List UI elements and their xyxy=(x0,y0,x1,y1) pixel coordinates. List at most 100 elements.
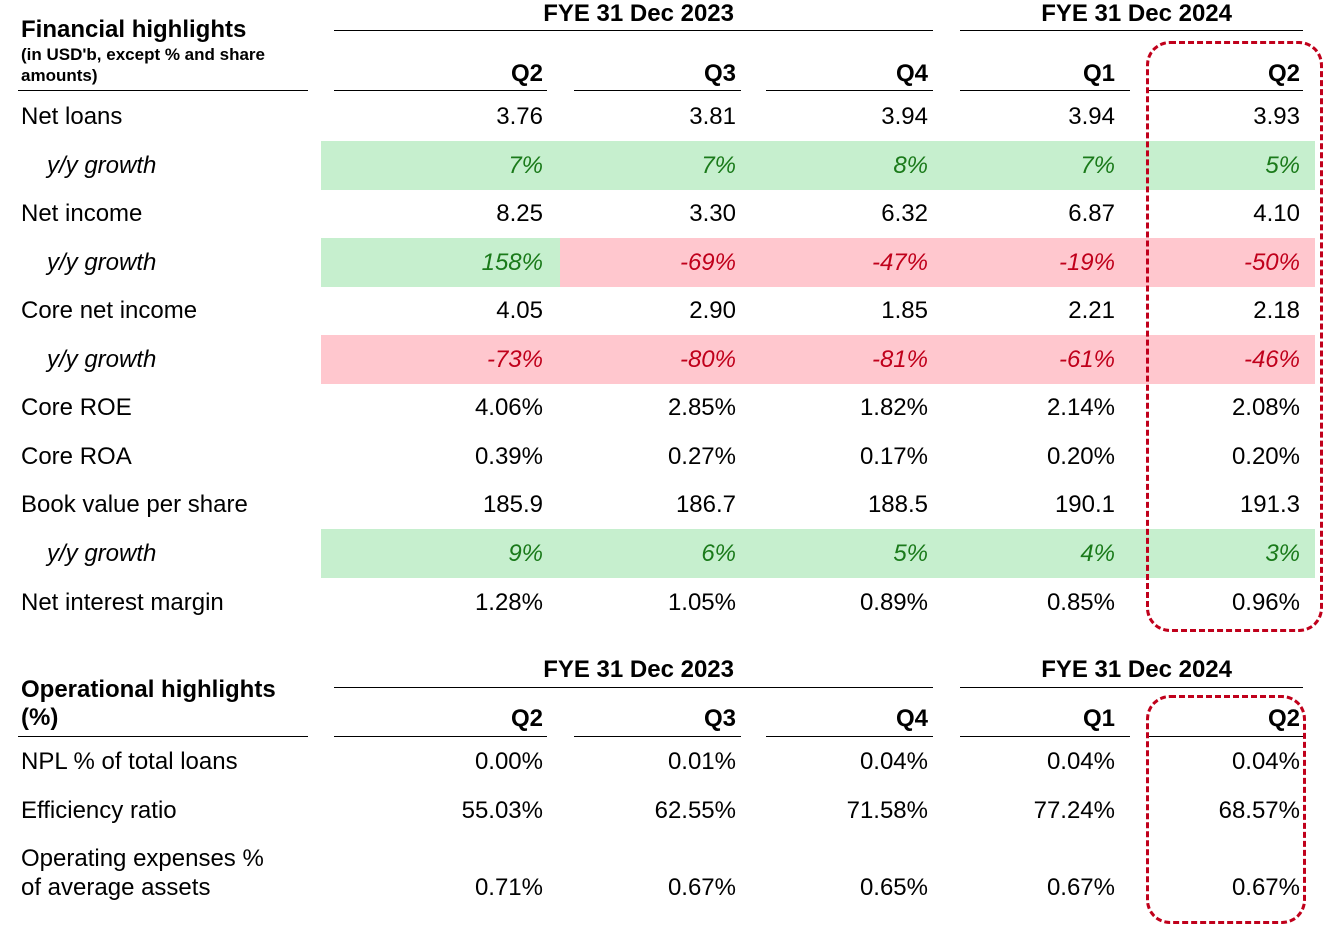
row-value: 190.1 xyxy=(1054,491,1115,518)
row-value: 0.39% xyxy=(474,443,543,470)
period-rule-2024 xyxy=(960,30,1303,31)
row-value: 4.06% xyxy=(474,394,543,421)
row-value: 3.94 xyxy=(1068,103,1115,130)
fin-quarter-header: Q2 xyxy=(510,60,543,87)
op-row-label-cont: of average assets xyxy=(21,874,211,901)
growth-row-label: y/y growth xyxy=(47,346,157,373)
op-row-value: 55.03% xyxy=(461,797,543,824)
growth-band-net-income-pos xyxy=(321,238,560,287)
row-label: Net interest margin xyxy=(21,589,224,616)
op-quarter-rule xyxy=(960,736,1130,737)
row-value: 3.81 xyxy=(689,103,736,130)
period-header-2024: FYE 31 Dec 2024 xyxy=(1041,0,1232,27)
row-value: 2.18 xyxy=(1253,297,1300,324)
fin-quarter-header: Q4 xyxy=(895,60,928,87)
growth-value: -80% xyxy=(679,346,736,373)
op-label-rule xyxy=(18,736,308,737)
growth-value: 5% xyxy=(893,540,928,567)
fin-label-rule xyxy=(18,90,308,91)
growth-band-core-net-income xyxy=(321,335,1315,384)
fin-quarter-rule xyxy=(1147,90,1303,91)
row-value: 1.85 xyxy=(881,297,928,324)
op-row-value: 0.67% xyxy=(1046,874,1115,901)
growth-value: 9% xyxy=(508,540,543,567)
op-quarter-header: Q4 xyxy=(895,705,928,732)
fin-quarter-header: Q1 xyxy=(1082,60,1115,87)
op-row-label: NPL % of total loans xyxy=(21,748,238,775)
row-value: 3.94 xyxy=(881,103,928,130)
row-value: 0.20% xyxy=(1231,443,1300,470)
period-rule-2023 xyxy=(334,30,933,31)
row-value: 4.10 xyxy=(1253,200,1300,227)
op-row-value: 0.71% xyxy=(474,874,543,901)
op-quarter-header: Q1 xyxy=(1082,705,1115,732)
row-value: 191.3 xyxy=(1239,491,1300,518)
row-label: Book value per share xyxy=(21,491,248,518)
row-value: 6.87 xyxy=(1068,200,1115,227)
op-row-value: 68.57% xyxy=(1218,797,1300,824)
op-row-value: 0.01% xyxy=(667,748,736,775)
row-value: 3.30 xyxy=(689,200,736,227)
op-row-value: 0.67% xyxy=(1231,874,1300,901)
growth-value: 7% xyxy=(508,152,543,179)
row-value: 2.90 xyxy=(689,297,736,324)
op-quarter-header: Q3 xyxy=(703,705,736,732)
row-value: 188.5 xyxy=(867,491,928,518)
row-value: 6.32 xyxy=(881,200,928,227)
growth-row-label: y/y growth xyxy=(47,540,157,567)
row-value: 0.20% xyxy=(1046,443,1115,470)
op-quarter-header: Q2 xyxy=(510,705,543,732)
fin-quarter-header: Q2 xyxy=(1267,60,1300,87)
op-row-value: 0.65% xyxy=(859,874,928,901)
op-latest-quarter-highlight xyxy=(1146,695,1306,924)
row-value: 0.27% xyxy=(667,443,736,470)
row-value: 1.05% xyxy=(667,589,736,616)
row-label: Net income xyxy=(21,200,143,227)
growth-value: -73% xyxy=(486,346,543,373)
row-value: 1.82% xyxy=(859,394,928,421)
row-value: 8.25 xyxy=(496,200,543,227)
op-row-value: 0.00% xyxy=(474,748,543,775)
row-value: 0.89% xyxy=(859,589,928,616)
op-quarter-rule xyxy=(766,736,933,737)
row-value: 4.05 xyxy=(496,297,543,324)
growth-value: -50% xyxy=(1243,249,1300,276)
row-value: 2.08% xyxy=(1231,394,1300,421)
fin-quarter-rule xyxy=(766,90,933,91)
op-quarter-rule xyxy=(1147,736,1303,737)
growth-value: -46% xyxy=(1243,346,1300,373)
latest-quarter-highlight xyxy=(1146,41,1323,632)
growth-value: 4% xyxy=(1080,540,1115,567)
op-period-header-2023: FYE 31 Dec 2023 xyxy=(543,656,734,683)
growth-band-book-value xyxy=(321,529,1315,578)
row-value: 2.21 xyxy=(1068,297,1115,324)
growth-value: 158% xyxy=(481,249,543,276)
op-row-label: Efficiency ratio xyxy=(21,797,177,824)
op-row-value: 62.55% xyxy=(654,797,736,824)
row-label: Core ROE xyxy=(21,394,132,421)
op-period-rule-2024 xyxy=(960,687,1303,688)
row-label: Core net income xyxy=(21,297,198,324)
row-value: 3.93 xyxy=(1253,103,1300,130)
row-value: 2.85% xyxy=(667,394,736,421)
growth-band-net-loans xyxy=(321,141,1315,190)
row-value: 186.7 xyxy=(675,491,736,518)
row-value: 3.76 xyxy=(496,103,543,130)
row-value: 1.28% xyxy=(474,589,543,616)
growth-value: 7% xyxy=(1080,152,1115,179)
row-value: 185.9 xyxy=(482,491,543,518)
row-value: 0.96% xyxy=(1231,589,1300,616)
op-quarter-rule xyxy=(574,736,741,737)
table-title: Financial highlights xyxy=(21,16,247,43)
op-row-value: 77.24% xyxy=(1033,797,1115,824)
table-subtitle: (in USD'b, except % and share xyxy=(21,45,265,64)
op-table-title-unit: (%) xyxy=(21,704,59,731)
growth-value: 5% xyxy=(1265,152,1300,179)
growth-value: 7% xyxy=(701,152,736,179)
op-row-value: 71.58% xyxy=(846,797,928,824)
op-row-label: Operating expenses % xyxy=(21,845,264,872)
op-row-value: 0.67% xyxy=(667,874,736,901)
table-subtitle-cont: amounts) xyxy=(21,66,98,85)
growth-value: -19% xyxy=(1058,249,1115,276)
growth-value: -69% xyxy=(679,249,736,276)
